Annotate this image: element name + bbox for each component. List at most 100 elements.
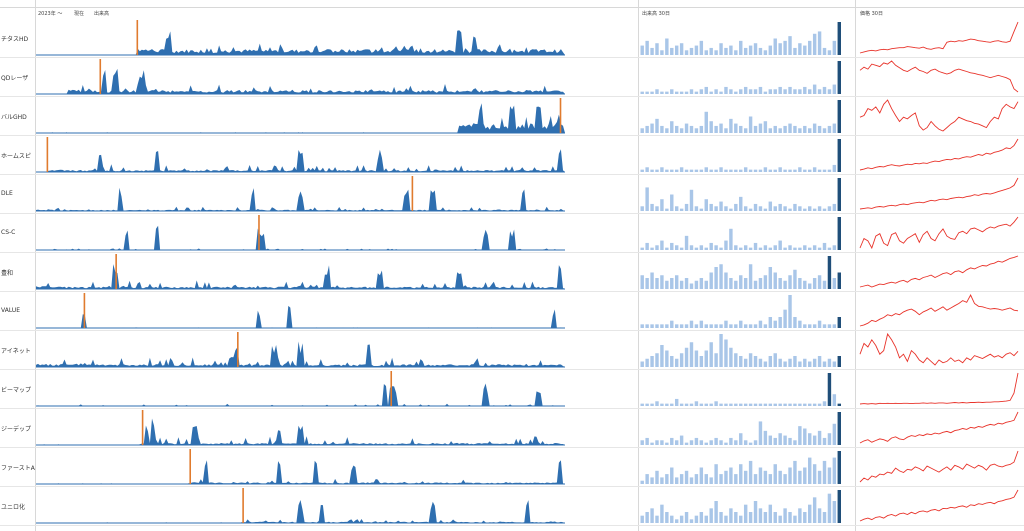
volume30-bar [650,356,654,367]
volume30-bar [748,45,753,55]
volume30-bar [793,89,797,94]
volume-area [36,500,565,523]
volume30-bar [645,167,649,172]
volume30-bar [793,47,797,55]
price-line [859,21,1019,54]
volume30-bar [753,43,758,55]
volume-label: 出来高 [94,11,110,17]
header-divider [0,7,1024,8]
volume30-bar [768,403,773,406]
volume30-bar [650,477,654,484]
volume30-bar [798,278,802,289]
volume30-bar [714,267,718,289]
volume-chart [36,449,565,485]
volume30-bar [778,358,782,367]
row-divider [0,57,1024,58]
price-line [859,372,1019,405]
volume30-bar [808,283,812,289]
volume30-bar [748,247,753,250]
volume30-bar [763,91,768,94]
volume30-bar [758,467,763,484]
volume30-bar [704,199,708,211]
volume30-bar [773,169,777,172]
volume30-bar [724,470,728,484]
volume30-bar [679,167,684,172]
volume30-bar [709,121,713,133]
volume-area [36,305,565,328]
volume30-bar [684,403,689,406]
volume30-bar [679,280,684,289]
volume30-bar [734,245,738,250]
volume30-bar [803,86,807,94]
volume30-bar [758,278,763,289]
volume30-bar [822,208,827,211]
volume30-bar [827,373,832,406]
volume30-bar [694,45,699,55]
volume30-bar [655,169,659,172]
volume30-bar [837,490,841,523]
volume30-bar [689,403,694,406]
volume30-bar [743,470,748,484]
peak-bar [390,371,393,406]
volume30-bar [694,91,699,94]
volume30-bar [803,358,807,367]
volume30-bar [670,356,674,367]
volume30-bar [645,512,649,523]
volume30-bar [714,50,718,55]
volume30-bar [827,247,832,250]
volume30-bar [793,269,797,289]
price-chart [859,138,1019,171]
volume30-bar [832,123,837,133]
volume30-bar [640,169,644,172]
volume30-bar [773,464,777,484]
price-chart [859,332,1019,366]
price-chart [859,21,1019,54]
volume30-bar [694,206,699,211]
volume30-bar [719,334,723,367]
volume30-bar [704,474,708,484]
volume30-bar [670,89,674,94]
volume30-bar [808,361,812,367]
volume30-bar [640,206,644,211]
volume30-bar [783,40,787,55]
volume30-bar [684,91,689,94]
volume30-bar [655,401,659,406]
column-divider [855,0,856,531]
peak-bar [83,293,86,328]
volume-area [36,225,565,250]
volume30-bar [684,470,689,484]
volume30-bar [827,433,832,445]
volume30-bar [773,437,777,445]
volume30-bar [753,89,758,94]
volume30-bar [837,356,841,367]
volume30-bar [753,501,758,523]
volume30-bar [645,403,649,406]
volume30-bar [689,169,694,172]
volume30-bar [709,47,713,55]
volume-chart [36,488,565,524]
volume30-bar [832,84,837,94]
volume30-bar [719,123,723,133]
volume30-bar [827,169,832,172]
volume30-bar [734,324,738,328]
volume30-bar [837,100,841,133]
volume30-bar [808,128,812,133]
volume30-bar [793,169,797,172]
volume30-bar [817,247,822,250]
volume30-bar [808,504,812,523]
volume30-bar [704,515,708,523]
volume30-bar [729,324,733,328]
volume30-bar [803,403,807,406]
volume-chart [36,371,565,407]
volume30-bar [793,247,797,250]
volume30-bar [640,440,644,445]
volume30-bar [793,440,797,445]
peak-bar [115,254,117,289]
volume30-bar [729,403,733,406]
volume30-bar [684,123,689,133]
volume30-bar [793,317,797,328]
volume30-bar [748,460,753,484]
volume30-bar [724,169,728,172]
volume30-bar [768,169,773,172]
volume30-bar [837,139,841,172]
